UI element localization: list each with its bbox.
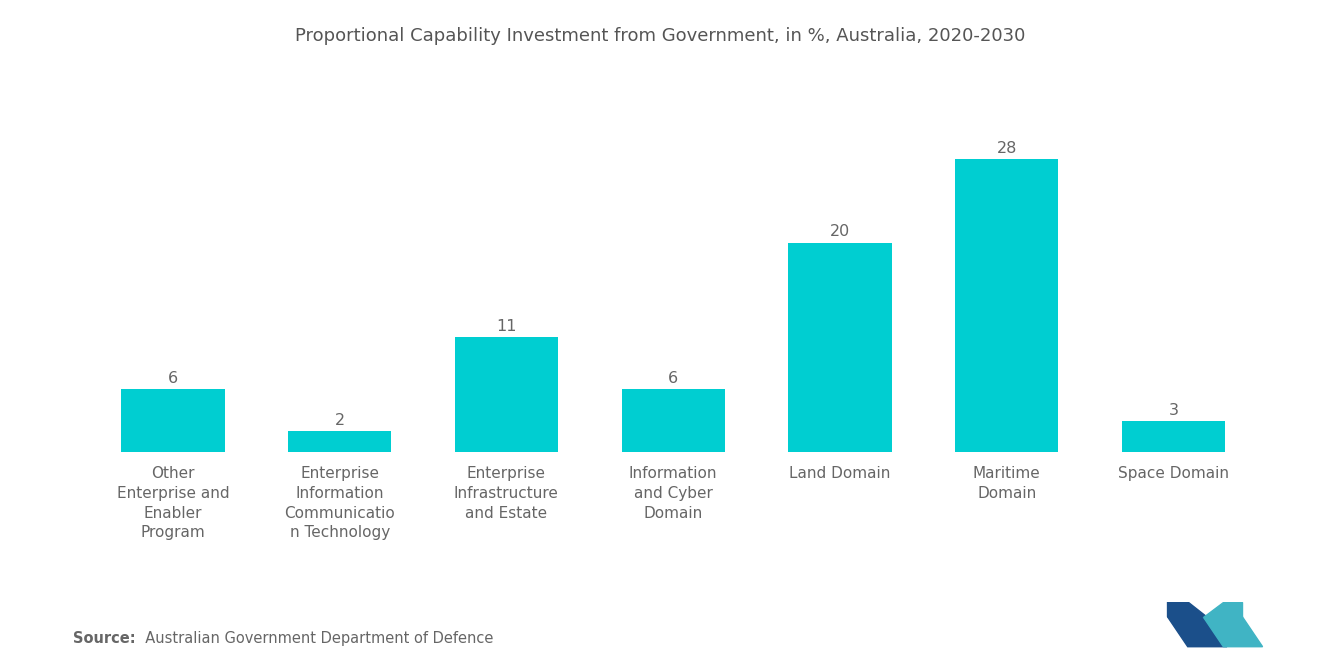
Bar: [956, 159, 1059, 452]
Polygon shape: [1167, 617, 1226, 646]
Text: 6: 6: [168, 371, 178, 386]
Bar: [121, 389, 224, 452]
Text: 6: 6: [668, 371, 678, 386]
Polygon shape: [1203, 602, 1242, 617]
Bar: [622, 389, 725, 452]
Bar: [288, 431, 391, 452]
Text: Proportional Capability Investment from Government, in %, Australia, 2020-2030: Proportional Capability Investment from …: [294, 27, 1026, 45]
Bar: [788, 243, 892, 452]
Text: 3: 3: [1168, 402, 1179, 418]
Text: 11: 11: [496, 319, 516, 334]
Polygon shape: [1167, 602, 1206, 617]
Text: 20: 20: [830, 225, 850, 239]
Bar: [1122, 421, 1225, 452]
Text: Australian Government Department of Defence: Australian Government Department of Defe…: [136, 631, 494, 646]
Text: 2: 2: [334, 413, 345, 428]
Text: 28: 28: [997, 141, 1016, 156]
Bar: [454, 337, 558, 452]
Text: Source:: Source:: [73, 631, 135, 646]
Polygon shape: [1203, 617, 1262, 646]
